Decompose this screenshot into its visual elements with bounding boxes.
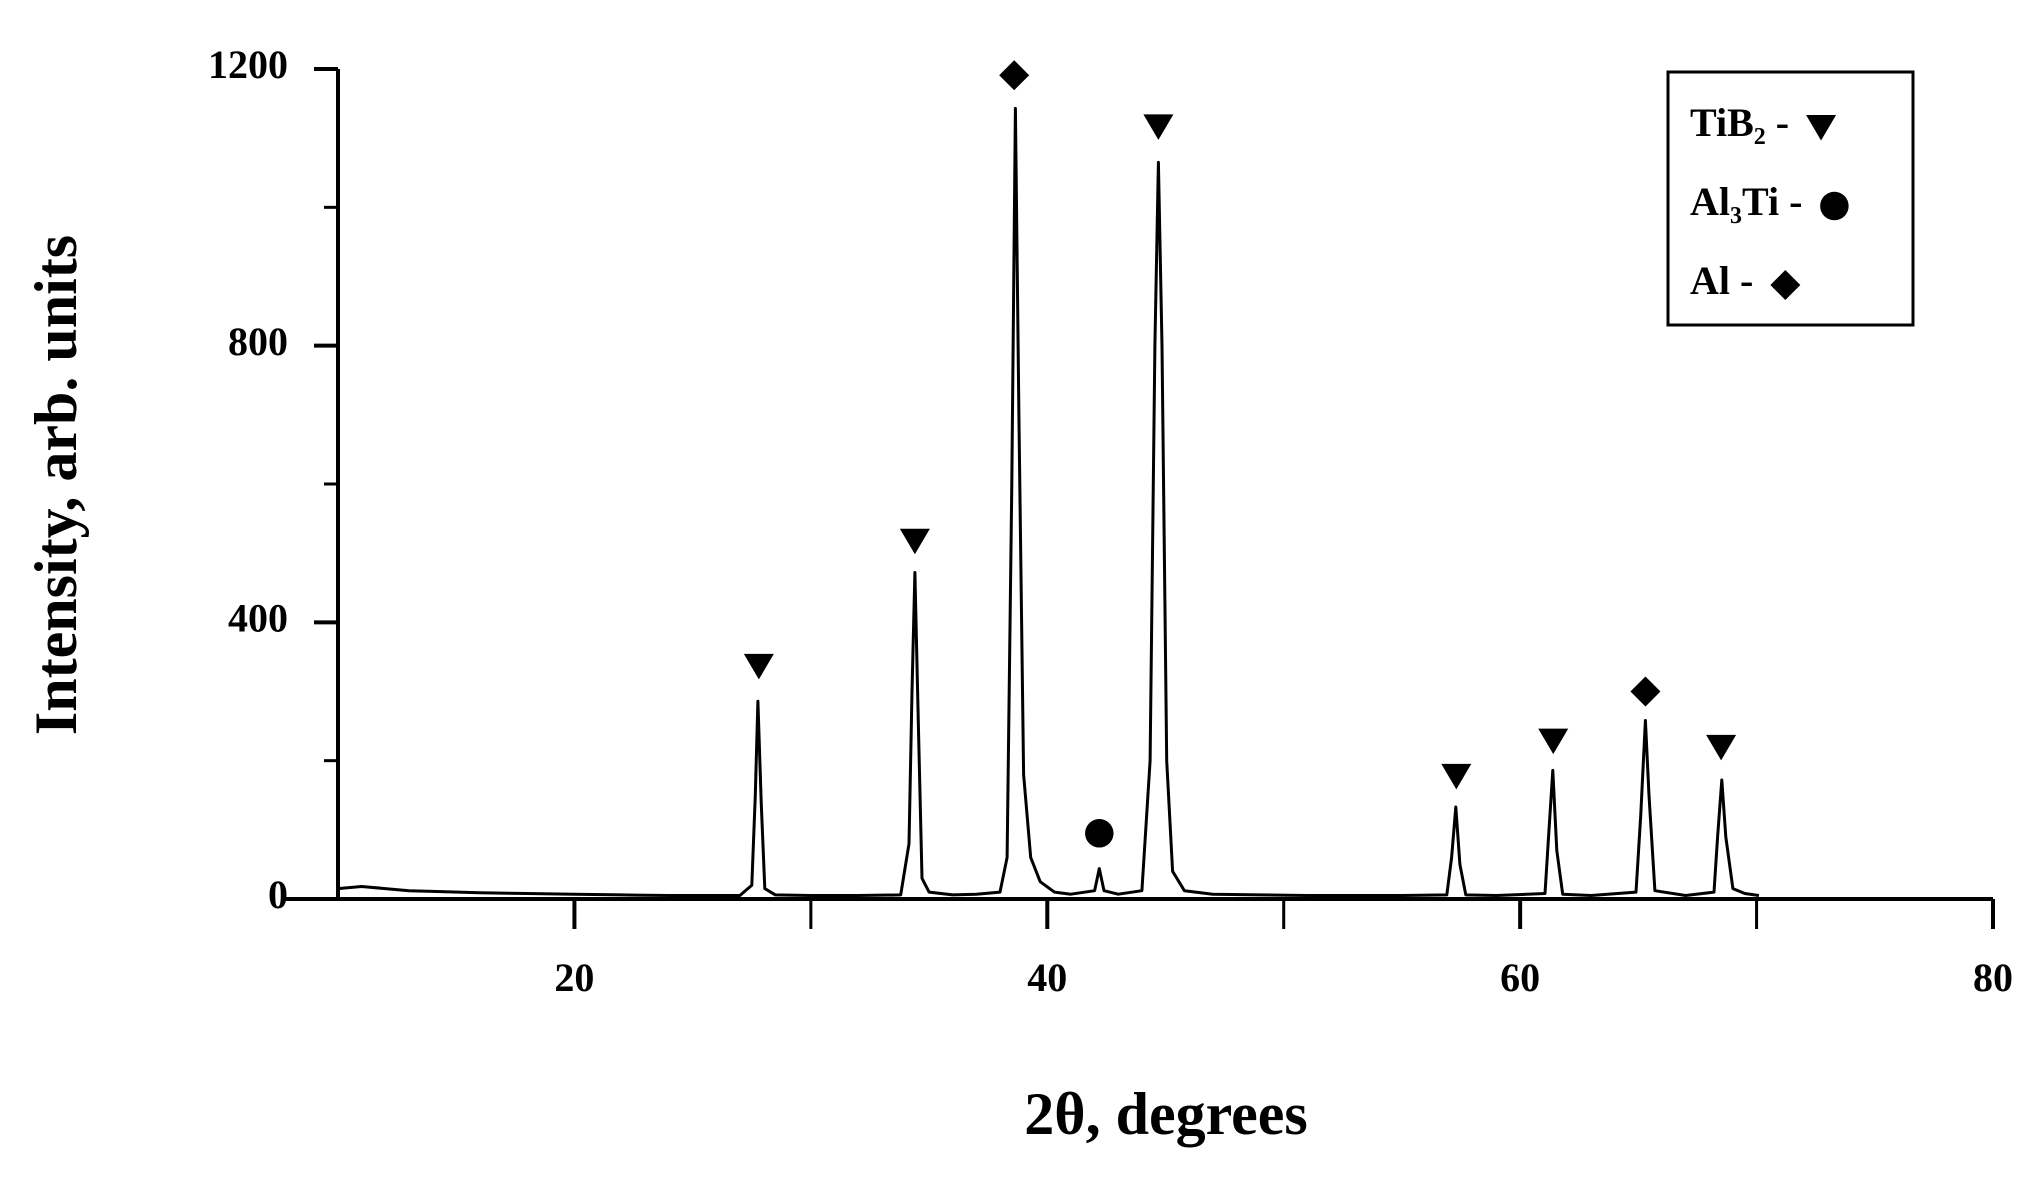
x-tick-label: 60 <box>1500 955 1540 1000</box>
y-tick-label: 800 <box>228 319 288 364</box>
xrd-line <box>337 106 1760 897</box>
marker <box>1630 676 1661 707</box>
marker <box>1441 763 1472 790</box>
y-tick-label: 1200 <box>208 42 288 87</box>
legend-label: Al - <box>1690 258 1753 303</box>
marker <box>743 653 774 680</box>
x-tick-label: 80 <box>1973 955 2013 1000</box>
y-axis-title: Intensity, arb. units <box>23 235 89 735</box>
marker <box>1538 728 1569 755</box>
x-tick-label: 20 <box>554 955 594 1000</box>
marker <box>899 528 930 555</box>
y-tick-label: 400 <box>228 596 288 641</box>
y-tick-label: 0 <box>268 872 288 917</box>
legend-marker <box>1806 115 1837 141</box>
marker <box>999 60 1030 91</box>
legend-marker <box>1820 191 1849 221</box>
x-axis-title: 2θ, degrees <box>1024 1081 1307 1147</box>
legend-marker <box>1770 270 1801 300</box>
marker <box>1085 819 1114 848</box>
legend-label: TiB₂ - <box>1690 100 1789 145</box>
x-tick-label: 40 <box>1027 955 1067 1000</box>
legend-label: Al₃Ti - <box>1690 179 1802 224</box>
marker <box>1706 734 1737 761</box>
marker <box>1143 114 1174 140</box>
